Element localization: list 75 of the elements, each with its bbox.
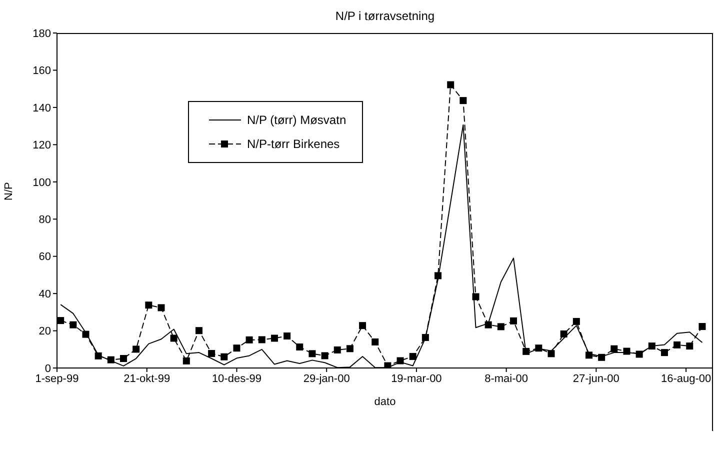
point (409, 352, 416, 360)
legend-label: N/P (tørr) Møsvatn (247, 113, 346, 127)
point (195, 327, 202, 334)
point (560, 330, 568, 338)
point (572, 318, 580, 325)
point (598, 354, 606, 361)
point (158, 304, 165, 312)
y-tick-label: 140 (32, 102, 51, 114)
point (346, 345, 354, 352)
point (434, 272, 442, 280)
legend-label: N/P-tørr Birkenes (247, 137, 340, 151)
y-tick-label: 60 (38, 251, 51, 264)
y-tick-label: 100 (32, 176, 51, 189)
point (497, 323, 504, 330)
point (522, 348, 530, 355)
point (548, 350, 555, 358)
point (107, 356, 114, 364)
x-tick-label: 21-okt-99 (124, 372, 170, 385)
point (284, 332, 291, 340)
point (510, 317, 518, 324)
point (472, 293, 480, 300)
point (447, 81, 454, 88)
point (334, 346, 341, 354)
point (674, 341, 681, 348)
point (660, 349, 668, 356)
point (94, 352, 102, 360)
y-tick-label: 160 (32, 65, 51, 78)
y-tick-label: 0 (44, 362, 51, 375)
x-tick-label: 27-jun-00 (572, 372, 620, 385)
point (246, 336, 253, 344)
point (145, 302, 152, 309)
y-tick-label: 40 (38, 288, 51, 300)
point (623, 348, 630, 355)
x-tick-label: 8-mai-00 (484, 372, 528, 385)
y-tick-label: 180 (32, 28, 51, 40)
point (372, 338, 379, 346)
point (70, 321, 77, 328)
point (384, 362, 392, 368)
point (686, 342, 694, 350)
point (132, 346, 140, 353)
y-axis-title: N/P (2, 182, 15, 200)
point (170, 334, 178, 342)
point (585, 352, 592, 359)
point (258, 336, 266, 344)
point (120, 355, 127, 362)
x-tick-label: 19-mar-00 (391, 372, 442, 385)
y-tick-label: 120 (32, 140, 51, 152)
x-tick-label: 10-des-99 (212, 372, 262, 385)
point (460, 97, 467, 104)
x-tick-label: 16-aug-00 (660, 372, 712, 385)
point (484, 321, 492, 328)
point (422, 334, 429, 341)
chart-title: N/P i tørravsetning (334, 9, 436, 23)
point (57, 317, 64, 324)
point (698, 322, 706, 330)
point (535, 344, 542, 352)
point (82, 330, 90, 338)
x-tick-label: 29-jan-00 (303, 372, 350, 385)
point (610, 345, 618, 352)
point (182, 357, 190, 364)
point (636, 350, 643, 358)
point (220, 353, 228, 360)
y-tick-label: 20 (38, 326, 51, 338)
point (296, 343, 304, 350)
point (396, 357, 404, 364)
x-tick-label: 1-sep-99 (35, 372, 79, 385)
point (233, 344, 240, 352)
point (321, 352, 328, 360)
x-axis-title: dato (374, 396, 396, 408)
point (270, 334, 278, 342)
y-tick-label: 80 (38, 214, 51, 226)
point (308, 350, 316, 358)
point (648, 342, 656, 350)
point (208, 350, 216, 357)
point (359, 322, 366, 330)
